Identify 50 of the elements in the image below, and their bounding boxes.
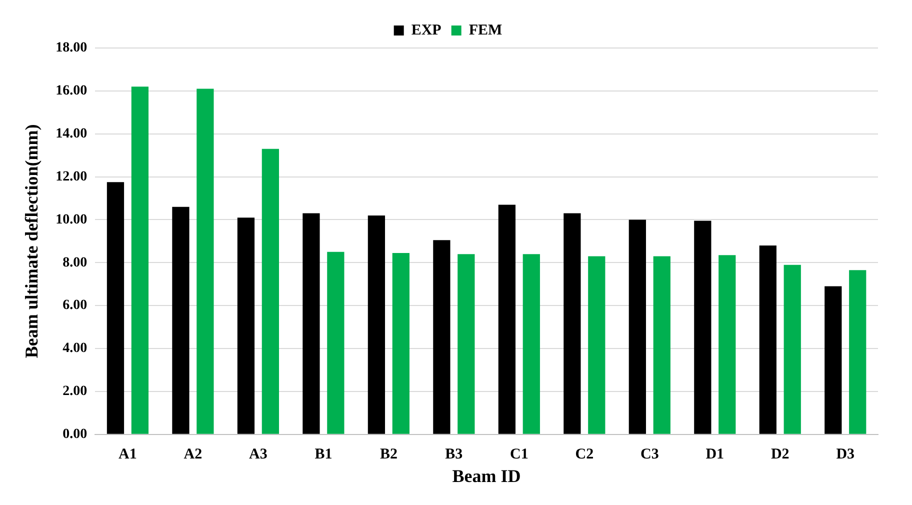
bar bbox=[849, 270, 866, 434]
bar bbox=[588, 256, 606, 434]
bar bbox=[498, 204, 516, 434]
y-tick-label: 4.00 bbox=[62, 341, 88, 356]
bar bbox=[628, 220, 646, 434]
y-tick-label: 12.00 bbox=[56, 169, 88, 184]
x-tick-label: A2 bbox=[184, 446, 202, 462]
bar bbox=[302, 213, 320, 434]
bar bbox=[327, 252, 344, 434]
y-tick-label: 14.00 bbox=[56, 126, 88, 142]
bar bbox=[368, 215, 386, 434]
bar bbox=[172, 206, 190, 434]
legend-label: FEM bbox=[468, 22, 502, 38]
bar bbox=[131, 86, 149, 434]
bar bbox=[237, 218, 255, 434]
bar bbox=[653, 256, 670, 434]
x-tick-label: C2 bbox=[575, 446, 594, 462]
y-axis-title: Beam ultimate deflection(mm) bbox=[21, 124, 42, 358]
x-tick-label: C1 bbox=[510, 446, 528, 462]
x-tick-label: D2 bbox=[770, 446, 790, 462]
y-tick-label: 6.00 bbox=[62, 298, 88, 314]
x-tick-label: C3 bbox=[640, 446, 659, 462]
x-tick-label: B1 bbox=[314, 446, 332, 462]
legend-label: EXP bbox=[411, 22, 442, 38]
x-tick-label: A3 bbox=[249, 446, 268, 462]
x-tick-label: D1 bbox=[706, 446, 724, 462]
bar bbox=[784, 264, 801, 434]
y-tick-label: 2.00 bbox=[62, 384, 88, 400]
x-tick-label: D3 bbox=[836, 446, 855, 462]
x-tick-label: B3 bbox=[445, 446, 463, 462]
x-tick-label: B2 bbox=[380, 446, 398, 462]
y-tick-label: 10.00 bbox=[56, 212, 88, 228]
bar bbox=[522, 254, 540, 434]
bar bbox=[564, 213, 581, 434]
bar bbox=[196, 88, 214, 434]
bar bbox=[433, 240, 450, 434]
bar bbox=[718, 255, 736, 434]
y-tick-label: 8.00 bbox=[62, 255, 88, 270]
y-tick-label: 0.00 bbox=[62, 427, 88, 442]
bar bbox=[106, 182, 124, 434]
bar bbox=[458, 254, 475, 434]
bar bbox=[759, 245, 776, 434]
y-tick-label: 18.00 bbox=[56, 40, 88, 56]
bar bbox=[262, 148, 279, 434]
bar bbox=[824, 286, 842, 434]
x-tick-label: A1 bbox=[118, 446, 137, 462]
bar bbox=[392, 253, 410, 434]
y-tick-label: 16.00 bbox=[56, 84, 88, 99]
bar bbox=[694, 220, 712, 434]
x-axis-title: Beam ID bbox=[452, 466, 521, 486]
